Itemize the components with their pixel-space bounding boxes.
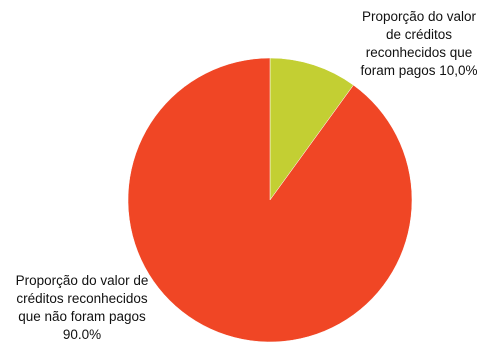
slice-label-paid: Proporção do valor de créditos reconheci… [352,8,486,80]
slice-label-paid-line: foram pagos 10,0% [360,63,478,78]
slice-label-unpaid-line: 90.0% [62,327,102,342]
slice-label-unpaid-line: créditos reconhecidos [16,291,148,306]
slice-label-unpaid: Proporção do valor de créditos reconheci… [2,272,162,344]
slice-label-unpaid-line: que não foram pagos [18,309,146,324]
slice-label-paid-line: reconhecidos que [365,45,473,60]
pie-slice-paid [269,57,354,201]
slice-label-paid-line: de créditos [385,27,453,42]
slice-label-unpaid-line: Proporção do valor de [15,273,149,288]
slice-label-paid-line: Proporção do valor [361,9,477,24]
pie-slice-unpaid [127,57,413,343]
